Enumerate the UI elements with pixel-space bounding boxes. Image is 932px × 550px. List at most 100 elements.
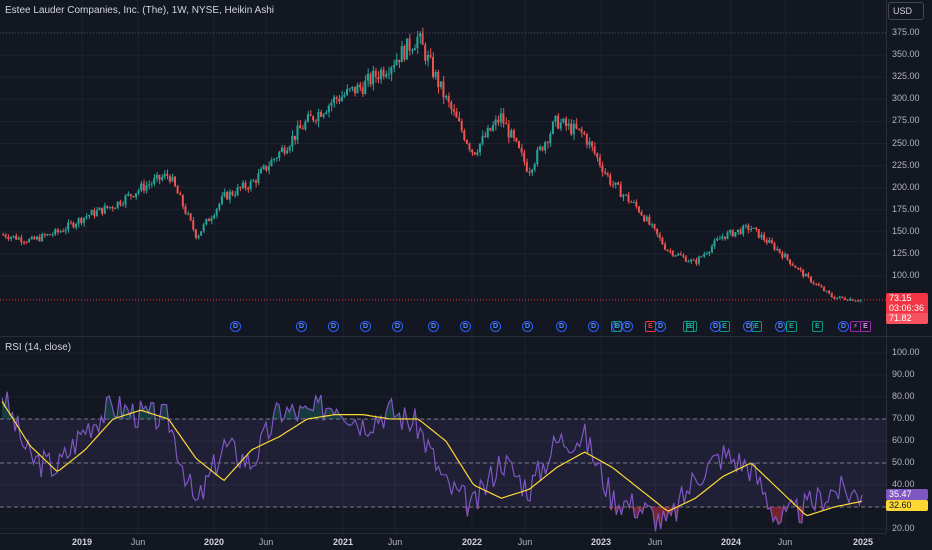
candle-body — [828, 290, 831, 294]
dividend-event-icon[interactable]: D — [556, 321, 567, 332]
candle-body — [194, 229, 197, 238]
price-chart[interactable] — [0, 0, 886, 336]
rsi-chart[interactable] — [0, 337, 886, 533]
candle-body — [515, 137, 518, 142]
candle-body — [129, 193, 132, 196]
dividend-event-icon[interactable]: D — [655, 321, 666, 332]
earnings-event-icon[interactable]: E — [719, 321, 730, 332]
candle-body — [804, 274, 807, 277]
dividend-event-icon[interactable]: D — [710, 321, 721, 332]
price-axis[interactable] — [886, 0, 932, 533]
dividend-event-icon[interactable]: D — [775, 321, 786, 332]
candle-body — [755, 227, 758, 230]
earnings-event-icon[interactable]: E — [786, 321, 797, 332]
rsi-indicator-title[interactable]: RSI (14, close) — [5, 342, 72, 353]
candle-body — [424, 44, 427, 61]
candle-body — [710, 246, 713, 253]
candle-body — [643, 215, 646, 222]
dividend-event-icon[interactable]: D — [230, 321, 241, 332]
candle-body — [317, 112, 320, 122]
rsi-tick-label: 40.00 — [892, 479, 915, 489]
oversold-fill — [634, 507, 638, 518]
time-axis[interactable] — [0, 533, 886, 550]
price-pane[interactable] — [0, 0, 886, 336]
candle-body — [551, 121, 554, 134]
rsi-tick-label: 90.00 — [892, 369, 915, 379]
candle-body — [835, 297, 838, 299]
candle-body — [147, 184, 150, 186]
candle-body — [197, 235, 200, 238]
rsi-ma-tag: 32.60 — [886, 500, 928, 511]
time-tick-label: 2019 — [71, 537, 93, 547]
overbought-fill — [161, 404, 165, 419]
candle-body — [174, 176, 177, 187]
candle-body — [465, 140, 468, 144]
earnings-event-icon[interactable]: E — [812, 321, 823, 332]
candle-body — [153, 178, 156, 184]
candle-body — [257, 173, 260, 183]
candle-body — [215, 208, 218, 216]
candle-body — [343, 94, 346, 97]
dividend-event-icon[interactable]: D — [588, 321, 599, 332]
rsi-tick-label: 70.00 — [892, 413, 915, 423]
candle-body — [671, 251, 674, 256]
dividend-event-icon[interactable]: D — [360, 321, 371, 332]
dividend-event-icon[interactable]: D — [392, 321, 403, 332]
dividend-event-icon[interactable]: D — [522, 321, 533, 332]
candle-body — [682, 255, 685, 257]
candle-body — [549, 133, 552, 144]
candle-body — [88, 215, 91, 217]
candle-body — [794, 265, 797, 268]
candle-body — [593, 146, 596, 154]
earnings-event-icon[interactable]: E — [686, 321, 697, 332]
candle-body — [721, 236, 724, 239]
symbol-title[interactable]: Estee Lauder Companies, Inc. (The), 1W, … — [5, 5, 275, 16]
candle-body — [442, 81, 445, 98]
candle-body — [22, 242, 25, 244]
earnings-event-icon[interactable]: E — [611, 321, 622, 332]
currency-button[interactable]: USD — [888, 2, 924, 20]
pane-divider[interactable] — [0, 336, 932, 337]
candle-body — [142, 183, 145, 191]
candle-body — [228, 191, 231, 200]
candle-body — [661, 238, 664, 245]
dividend-event-icon[interactable]: D — [490, 321, 501, 332]
candle-body — [692, 259, 695, 261]
candle-body — [254, 180, 257, 183]
earnings-event-icon[interactable]: E — [751, 321, 762, 332]
dividend-event-icon[interactable]: D — [428, 321, 439, 332]
candle-body — [168, 175, 171, 182]
candle-body — [739, 229, 742, 235]
candle-body — [812, 282, 815, 284]
dividend-event-icon[interactable]: D — [622, 321, 633, 332]
candle-body — [140, 183, 143, 191]
candle-body — [327, 105, 330, 113]
rsi-background — [0, 337, 886, 533]
dividend-event-icon[interactable]: D — [296, 321, 307, 332]
candle-body — [546, 142, 549, 144]
candle-body — [606, 173, 609, 176]
candle-body — [392, 65, 395, 68]
candle-body — [103, 205, 106, 214]
time-tick-label: Jun — [130, 537, 146, 547]
candle-body — [41, 234, 44, 242]
candle-body — [460, 121, 463, 131]
candle-body — [770, 239, 773, 244]
candle-body — [38, 236, 41, 242]
candle-body — [426, 54, 429, 61]
candle-body — [244, 182, 247, 189]
candle-body — [531, 169, 534, 173]
dividend-event-icon[interactable]: D — [743, 321, 754, 332]
candle-body — [458, 117, 461, 122]
dividend-event-icon[interactable]: D — [460, 321, 471, 332]
candle-body — [773, 243, 776, 250]
earnings-event-icon[interactable]: E — [860, 321, 871, 332]
candle-body — [43, 234, 46, 236]
rsi-line — [1, 391, 863, 532]
dividend-event-icon[interactable]: D — [838, 321, 849, 332]
candle-body — [223, 191, 226, 197]
candle-body — [249, 181, 252, 190]
candle-body — [723, 236, 726, 239]
rsi-pane[interactable] — [0, 337, 886, 533]
dividend-event-icon[interactable]: D — [328, 321, 339, 332]
